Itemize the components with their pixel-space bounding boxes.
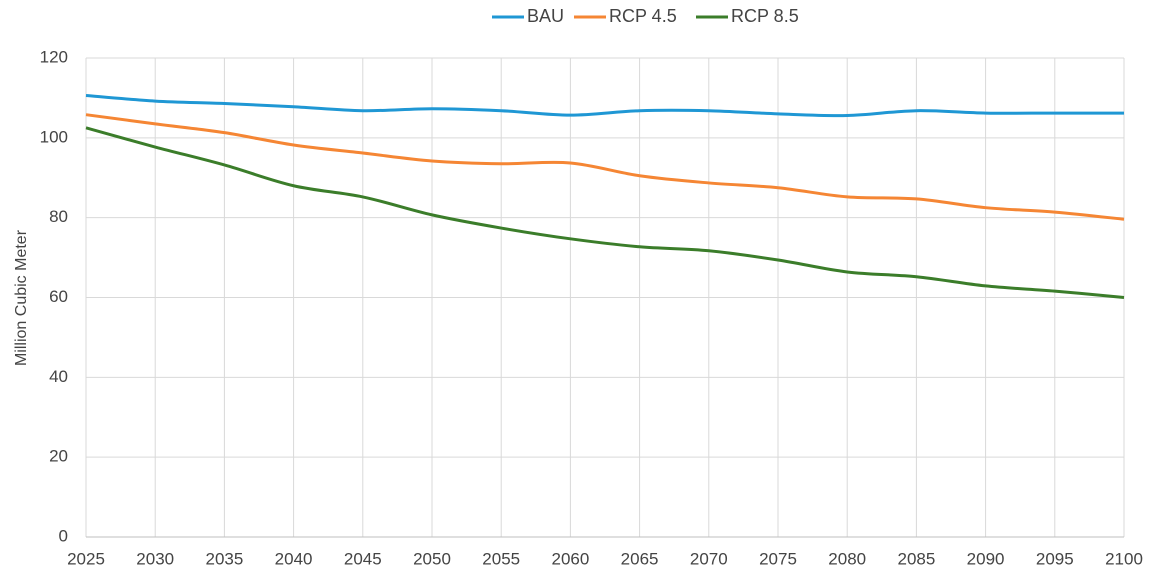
x-tick-label: 2060 (551, 549, 589, 568)
y-tick-label: 80 (49, 207, 68, 226)
x-tick-label: 2080 (828, 549, 866, 568)
y-tick-label: 100 (40, 127, 68, 146)
y-tick-label: 0 (59, 526, 68, 545)
x-tick-label: 2030 (136, 549, 174, 568)
x-tick-label: 2050 (413, 549, 451, 568)
legend-label: RCP 4.5 (609, 6, 677, 26)
x-tick-label: 2100 (1105, 549, 1143, 568)
series-line (85, 94, 1124, 118)
legend-label: RCP 8.5 (731, 6, 799, 26)
series-line (85, 126, 1125, 299)
x-tick-label: 2045 (344, 549, 382, 568)
series-line (85, 113, 1125, 221)
x-tick-label: 2035 (205, 549, 243, 568)
x-tick-label: 2025 (67, 549, 105, 568)
y-tick-label: 40 (49, 367, 68, 386)
x-tick-label: 2085 (897, 549, 935, 568)
x-tick-label: 2055 (482, 549, 520, 568)
x-tick-label: 2065 (621, 549, 659, 568)
y-axis-label: Million Cubic Meter (13, 229, 30, 366)
legend-label: BAU (527, 6, 564, 26)
y-tick-label: 120 (40, 47, 68, 66)
x-tick-label: 2095 (1036, 549, 1074, 568)
x-tick-label: 2070 (690, 549, 728, 568)
x-tick-label: 2075 (759, 549, 797, 568)
x-tick-label: 2040 (275, 549, 313, 568)
y-tick-label: 20 (49, 447, 68, 466)
x-tick-label: 2090 (967, 549, 1005, 568)
y-tick-label: 60 (49, 287, 68, 306)
